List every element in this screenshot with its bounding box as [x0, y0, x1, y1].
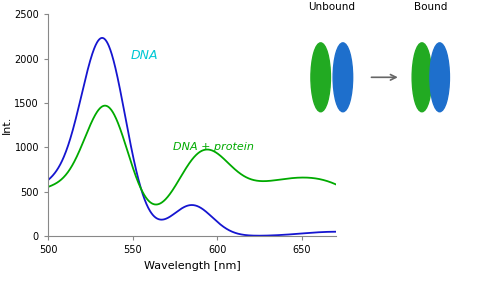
Ellipse shape	[430, 43, 449, 112]
Ellipse shape	[333, 43, 353, 112]
X-axis label: Wavelength [nm]: Wavelength [nm]	[144, 261, 240, 271]
Ellipse shape	[412, 43, 432, 112]
Ellipse shape	[311, 43, 330, 112]
Text: Unbound: Unbound	[308, 2, 355, 12]
Text: Bound: Bound	[414, 2, 447, 12]
Text: DNA: DNA	[131, 49, 158, 62]
Y-axis label: Int.: Int.	[1, 116, 12, 134]
Text: DNA + protein: DNA + protein	[173, 142, 254, 152]
